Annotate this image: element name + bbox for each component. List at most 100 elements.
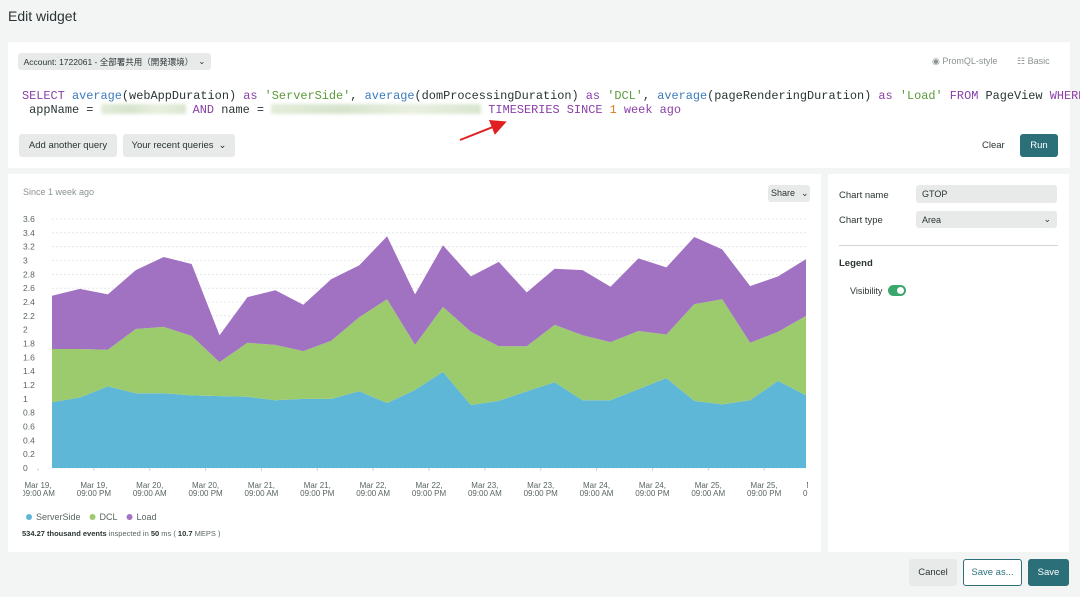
query-token: average	[657, 89, 708, 103]
visibility-toggle[interactable]	[888, 285, 906, 296]
query-token: as	[243, 89, 258, 103]
x-tick-label: Mar 23, 09:00 AM	[468, 481, 502, 498]
x-tick-line: Mar 21,	[304, 481, 331, 490]
query-token: SELECT	[22, 89, 65, 103]
query-token: 1	[609, 102, 617, 117]
query-token	[258, 89, 265, 103]
x-tick-label: Mar 23, 09:00 PM	[524, 481, 559, 498]
query-token: SINCE	[566, 102, 603, 117]
legend-label: ServerSide	[36, 512, 81, 522]
y-tick-label: 0	[23, 463, 28, 473]
mode-basic[interactable]: ☷ Basic	[1017, 56, 1050, 66]
footer-text: 10.7	[177, 529, 193, 538]
query-token: 'ServerSide'	[264, 89, 351, 103]
query-editor[interactable]: SELECT average(webAppDuration) as 'Serve…	[22, 89, 1080, 118]
y-tick-label: 0.4	[23, 435, 35, 445]
x-tick-line: Mar 23,	[471, 481, 498, 490]
query-token: TIMESERIES	[488, 102, 560, 117]
legend-label: Load	[137, 512, 157, 522]
chart-title: Since 1 week ago	[23, 187, 94, 197]
button-label: Your recent queries	[131, 140, 214, 151]
x-tick-line: 09:00 AM	[356, 489, 390, 498]
legend-heading: Legend	[839, 258, 873, 269]
query-token: (pageRenderingDuration)	[707, 89, 879, 103]
area	[52, 371, 806, 468]
x-tick-line: Mar 22,	[415, 481, 442, 490]
x-tick-label: Mar 20, 09:00 PM	[188, 481, 223, 498]
footer-text: 534.27 thousand events	[22, 529, 107, 538]
query-token: as	[585, 89, 601, 103]
x-tick-line: Mar 22,	[360, 481, 387, 490]
x-tick-label: Mar 19, 09:00 AM	[21, 481, 55, 498]
run-button[interactable]: Run	[1020, 134, 1058, 157]
mode-promql[interactable]: ◉ PromQL-style	[932, 56, 998, 66]
query-token: (webAppDuration)	[121, 89, 244, 103]
y-tick-label: 3.4	[23, 228, 35, 238]
cancel-button[interactable]: Cancel	[909, 559, 957, 586]
query-token: ,	[642, 89, 658, 103]
x-tick-label: Mar 19, 09:00 PM	[77, 481, 112, 498]
mode-label: Basic	[1027, 56, 1050, 66]
save-button[interactable]: Save	[1028, 559, 1069, 586]
clear-button[interactable]: Clear	[982, 140, 1005, 151]
x-tick-line: 09:00 AM	[468, 489, 502, 498]
toggle-label: Visibility	[850, 286, 883, 296]
legend-swatch	[89, 514, 96, 520]
y-tick-label: 0.8	[23, 408, 35, 418]
x-tick-line: Mar 20,	[136, 481, 163, 490]
y-tick-label: 0.2	[23, 449, 35, 459]
x-tick-label: Mar 24, 09:00 AM	[580, 481, 614, 498]
y-tick-label: 1.4	[23, 366, 35, 376]
chart-name-input[interactable]: GTOP	[916, 185, 1057, 203]
query-line: appName = AND name = TIMESERIES SINCE 1 …	[22, 102, 1080, 118]
add-query-button[interactable]: Add another query	[19, 134, 117, 157]
x-tick-line: 09:00 PM	[747, 489, 782, 498]
x-tick-line: 09:00 AM	[691, 489, 725, 498]
page-title: Edit widget	[8, 8, 77, 24]
x-tick-line: 09:00 AM	[21, 489, 55, 498]
x-tick-label: Mar 24, 09:00 PM	[635, 481, 670, 498]
x-tick-line: Mar 19,	[80, 481, 107, 490]
footer-text: MEPS	[192, 529, 216, 538]
legend-swatch	[26, 514, 32, 520]
x-tick-line: 09:00 AM	[245, 489, 279, 498]
field-label: Chart type	[839, 215, 883, 226]
x-tick-label: Mar 22, 09:00 AM	[356, 481, 390, 498]
x-tick-line: 09:00 PM	[77, 489, 112, 498]
share-button[interactable]	[768, 185, 810, 202]
query-token: AND	[192, 102, 215, 117]
x-tick-label: Mar 26,09:00 AM	[803, 481, 821, 498]
query-token	[186, 103, 193, 117]
x-tick-line: 09:00 AM	[803, 489, 821, 498]
x-tick-line: 09:00 PM	[524, 489, 559, 498]
account: Account: 1722061 - 全部署共用（開発環境）	[23, 56, 194, 67]
y-tick-label: 2	[23, 325, 28, 335]
legend-label: DCL	[100, 512, 118, 522]
recent-queries-button[interactable]: Your recent queries ⌄	[123, 134, 235, 157]
chart: Since 1 week ago Share ⌄ 0 0.2 0.4 0.6 0.8 1 1…	[21, 185, 821, 522]
events-footer: 534.27 thousand events inspected in 50 m…	[22, 529, 220, 538]
x-tick-line: Mar 19,	[24, 481, 51, 490]
save-as-button[interactable]: Save as...	[963, 559, 1022, 586]
x-tick-line: Mar 24,	[639, 481, 666, 490]
query-token: ,	[350, 89, 365, 103]
query-token: FROM	[949, 89, 979, 103]
x-tick-line: Mar 26,	[806, 481, 821, 490]
y-tick-label: 2.8	[23, 269, 35, 279]
redacted	[271, 104, 482, 115]
query-token: PageView	[978, 89, 1050, 103]
y-tick-label: 2.2	[23, 311, 35, 321]
account-select[interactable]: Account: 1722061 - 全部署共用（開発環境） ⌄	[18, 53, 211, 70]
area	[52, 299, 806, 406]
x-tick-label: Mar 21, 09:00 PM	[300, 481, 335, 498]
query-token: appName =	[22, 102, 101, 117]
query-token: average	[71, 89, 122, 103]
share-label: Share	[771, 188, 795, 198]
x-tick-line: 09:00 PM	[188, 489, 223, 498]
x-tick-label: Mar 25, 09:00 PM	[747, 481, 782, 498]
x-tick-line: Mar 20,	[192, 481, 219, 490]
chart-type-select[interactable]: Area ⌄	[916, 211, 1057, 228]
footer-text: 50	[150, 529, 160, 538]
y-tick-label: 1	[23, 394, 28, 404]
